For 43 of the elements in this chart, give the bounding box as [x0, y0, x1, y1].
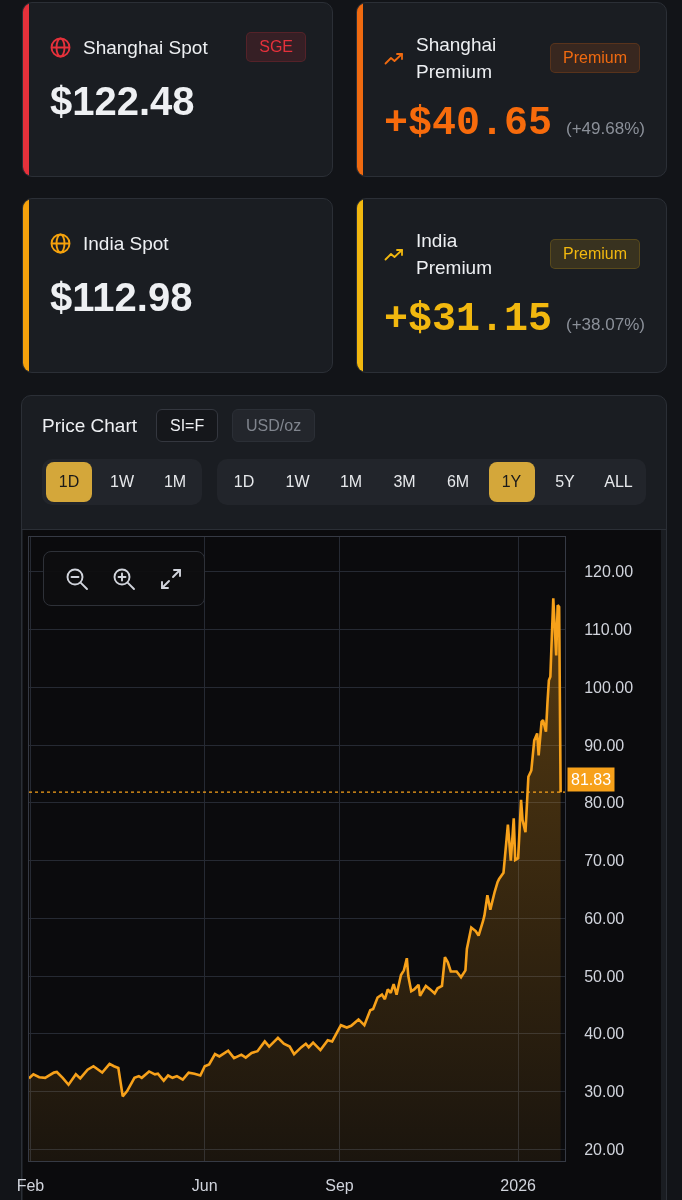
y-tick-label: 90.00 [584, 736, 625, 754]
text: Shanghai Premium [416, 33, 498, 84]
y-tick-label: 110.00 [584, 621, 633, 639]
x-tick-label: Sep [325, 1177, 354, 1195]
ref-line-label: 81.83 [571, 771, 612, 788]
y-tick-label: 40.00 [584, 1025, 625, 1043]
text: SGE [246, 32, 306, 62]
y-tick-label: 30.00 [584, 1083, 625, 1101]
y-tick-label: 50.00 [584, 967, 625, 985]
text: India Premium [416, 229, 493, 280]
text: Premium [550, 239, 641, 269]
text: 1D [232, 472, 256, 492]
text: Premium [550, 43, 641, 73]
y-tick-label: 80.00 [584, 794, 625, 812]
text: 1W [109, 472, 135, 492]
text: +$31.15 [384, 296, 553, 344]
text: 1W [284, 472, 311, 492]
text: India Spot [83, 231, 169, 256]
x-tick-label: Feb [16, 1177, 45, 1195]
text: 1M [162, 472, 188, 492]
text: $122.48 [50, 78, 195, 125]
y-tick-label: 120.00 [584, 563, 634, 581]
text: ALL [603, 472, 634, 492]
text: SI=F [156, 409, 219, 442]
text: Shanghai Spot [83, 35, 208, 60]
text: 6M [445, 472, 471, 492]
text: 1Y [488, 462, 535, 502]
chart-title: Price Chart [42, 414, 138, 438]
text: 3M [392, 472, 417, 492]
text: $112.98 [50, 274, 193, 321]
text: (+49.68%) [566, 119, 645, 139]
text: (+38.07%) [566, 315, 645, 335]
text: USD/oz [232, 409, 316, 442]
y-tick-label: 20.00 [584, 1141, 625, 1159]
text: 5Y [554, 472, 576, 492]
text: +$40.65 [384, 100, 553, 148]
x-tick-label: Jun [191, 1177, 218, 1195]
x-tick-label: 2026 [500, 1177, 537, 1195]
y-tick-label: 100.00 [584, 678, 634, 696]
text: 1M [338, 472, 364, 492]
y-tick-label: 70.00 [584, 852, 625, 870]
text: 1D [46, 462, 92, 502]
y-tick-label: 60.00 [584, 909, 625, 927]
